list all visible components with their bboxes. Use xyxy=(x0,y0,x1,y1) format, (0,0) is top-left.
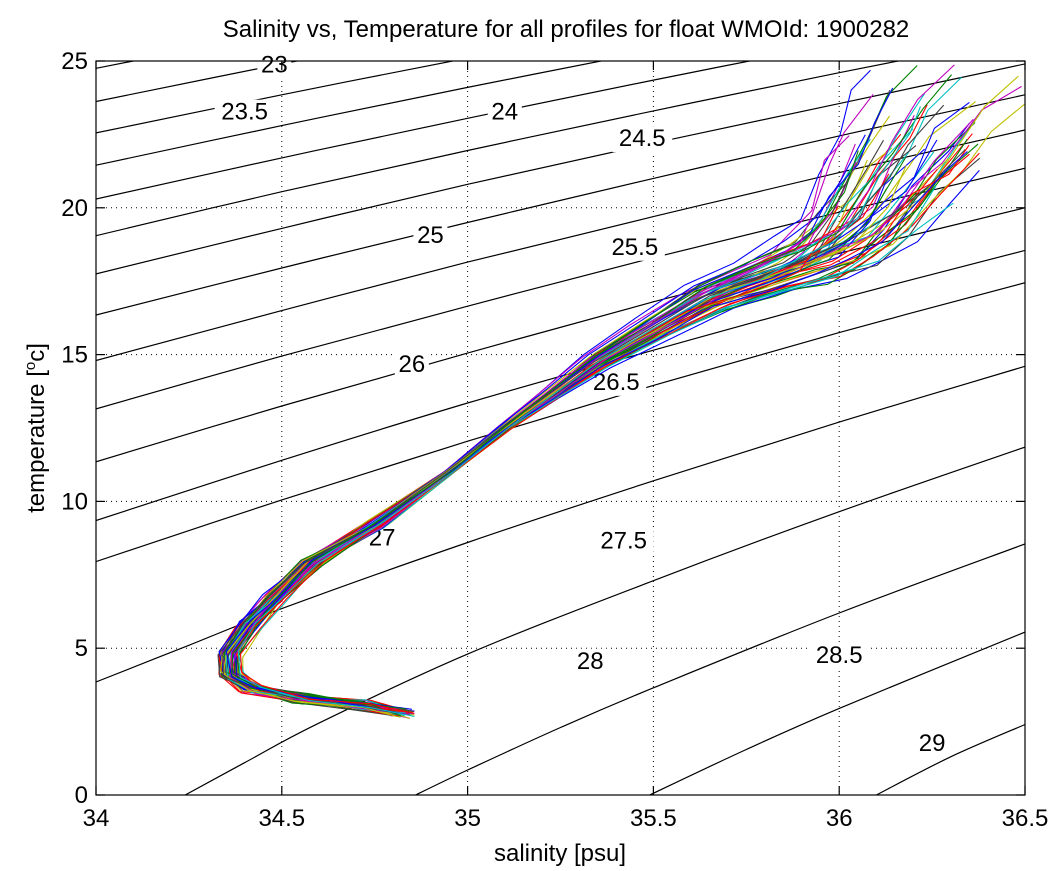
float-profile xyxy=(217,157,981,717)
contour-label: 28 xyxy=(577,648,604,675)
float-profile xyxy=(231,175,851,715)
contour-label: 25.5 xyxy=(611,234,658,261)
tick-labels: 34 34.5 35 35.5 36 36.5 0 5 10 15 20 25 xyxy=(61,48,1048,832)
contour-label-mask xyxy=(257,52,292,79)
x-tick-label: 34.5 xyxy=(258,805,305,832)
contour-label: 24.5 xyxy=(619,125,666,152)
y-tick-label: 0 xyxy=(75,782,88,809)
float-profile xyxy=(222,165,907,718)
contour-label: 29 xyxy=(919,730,946,757)
contour-label-mask xyxy=(809,642,870,669)
y-tick-label: 15 xyxy=(61,342,88,369)
contour-label-mask xyxy=(604,234,665,261)
float-profile xyxy=(229,143,856,719)
x-tick-label: 34 xyxy=(83,805,110,832)
density-contour xyxy=(96,61,902,237)
density-contours xyxy=(96,61,1025,795)
contour-label: 24 xyxy=(491,99,518,126)
axis-ticks xyxy=(95,60,1026,796)
density-contour xyxy=(415,543,1025,795)
float-profile xyxy=(232,87,894,712)
x-tick-label: 35.5 xyxy=(630,805,677,832)
x-axis-label: salinity [psu] xyxy=(494,840,626,867)
float-profile xyxy=(226,115,891,718)
density-contour xyxy=(96,167,1025,410)
y-tick-label: 25 xyxy=(61,48,88,75)
density-contour xyxy=(96,94,1025,316)
float-profile xyxy=(226,114,915,712)
density-contour xyxy=(96,63,1025,275)
float-profile xyxy=(220,159,868,712)
x-tick-label: 36 xyxy=(826,805,853,832)
density-contour xyxy=(96,61,456,134)
density-contour xyxy=(96,129,1025,362)
density-contour xyxy=(96,365,1025,683)
float-profile xyxy=(230,101,977,712)
float-profile xyxy=(218,139,938,710)
contour-label-mask xyxy=(915,730,950,757)
float-profile xyxy=(225,151,968,715)
density-contour xyxy=(649,631,1025,795)
y-tick-label: 5 xyxy=(75,635,88,662)
contour-label-mask xyxy=(394,352,429,379)
float-profile xyxy=(227,93,925,713)
float-profile xyxy=(224,202,954,714)
float-profile xyxy=(235,104,945,713)
float-profile xyxy=(231,150,859,710)
float-profile xyxy=(218,133,973,717)
contour-label: 23 xyxy=(261,52,288,79)
x-tick-label: 35 xyxy=(454,805,481,832)
contour-label-mask xyxy=(487,99,522,126)
contour-label: 25 xyxy=(417,222,444,249)
float-profile xyxy=(221,138,968,716)
contour-label-mask xyxy=(593,528,654,555)
x-tick-label: 36.5 xyxy=(1002,805,1049,832)
float-profile xyxy=(222,145,917,715)
contour-label-mask xyxy=(214,99,275,126)
float-profile xyxy=(235,101,970,710)
density-contour xyxy=(184,446,1025,795)
density-contour xyxy=(876,723,1025,795)
float-profile xyxy=(228,138,871,717)
y-tick-label: 20 xyxy=(61,195,88,222)
y-axis-label: temperature [oc] xyxy=(22,343,50,513)
density-contour xyxy=(96,282,1025,563)
density-contour xyxy=(96,61,753,200)
float-profile xyxy=(237,65,918,713)
density-contour xyxy=(96,249,1025,522)
float-profile xyxy=(239,144,970,713)
float-profile xyxy=(225,113,981,717)
contour-label: 28.5 xyxy=(816,642,863,669)
contour-label: 27.5 xyxy=(600,527,647,554)
float-profile xyxy=(234,133,902,713)
plot-frame xyxy=(95,60,1026,796)
contour-label-mask xyxy=(573,648,608,675)
profiles xyxy=(217,64,1025,720)
density-contour xyxy=(96,61,137,69)
contour-label: 26 xyxy=(399,351,426,378)
float-profile xyxy=(229,85,1022,710)
float-profile xyxy=(237,106,921,718)
float-profile xyxy=(235,122,970,718)
chart-title: Salinity vs, Temperature for all profile… xyxy=(223,16,910,43)
contour-label: 26.5 xyxy=(593,369,640,396)
contour-label-mask xyxy=(612,126,673,153)
contour-label: 23.5 xyxy=(221,99,268,126)
float-profile xyxy=(230,148,925,714)
contour-label-mask xyxy=(413,223,448,250)
float-profile xyxy=(221,135,850,717)
density-contour xyxy=(96,61,605,166)
float-profile xyxy=(221,134,866,715)
y-tick-label: 10 xyxy=(61,488,88,515)
